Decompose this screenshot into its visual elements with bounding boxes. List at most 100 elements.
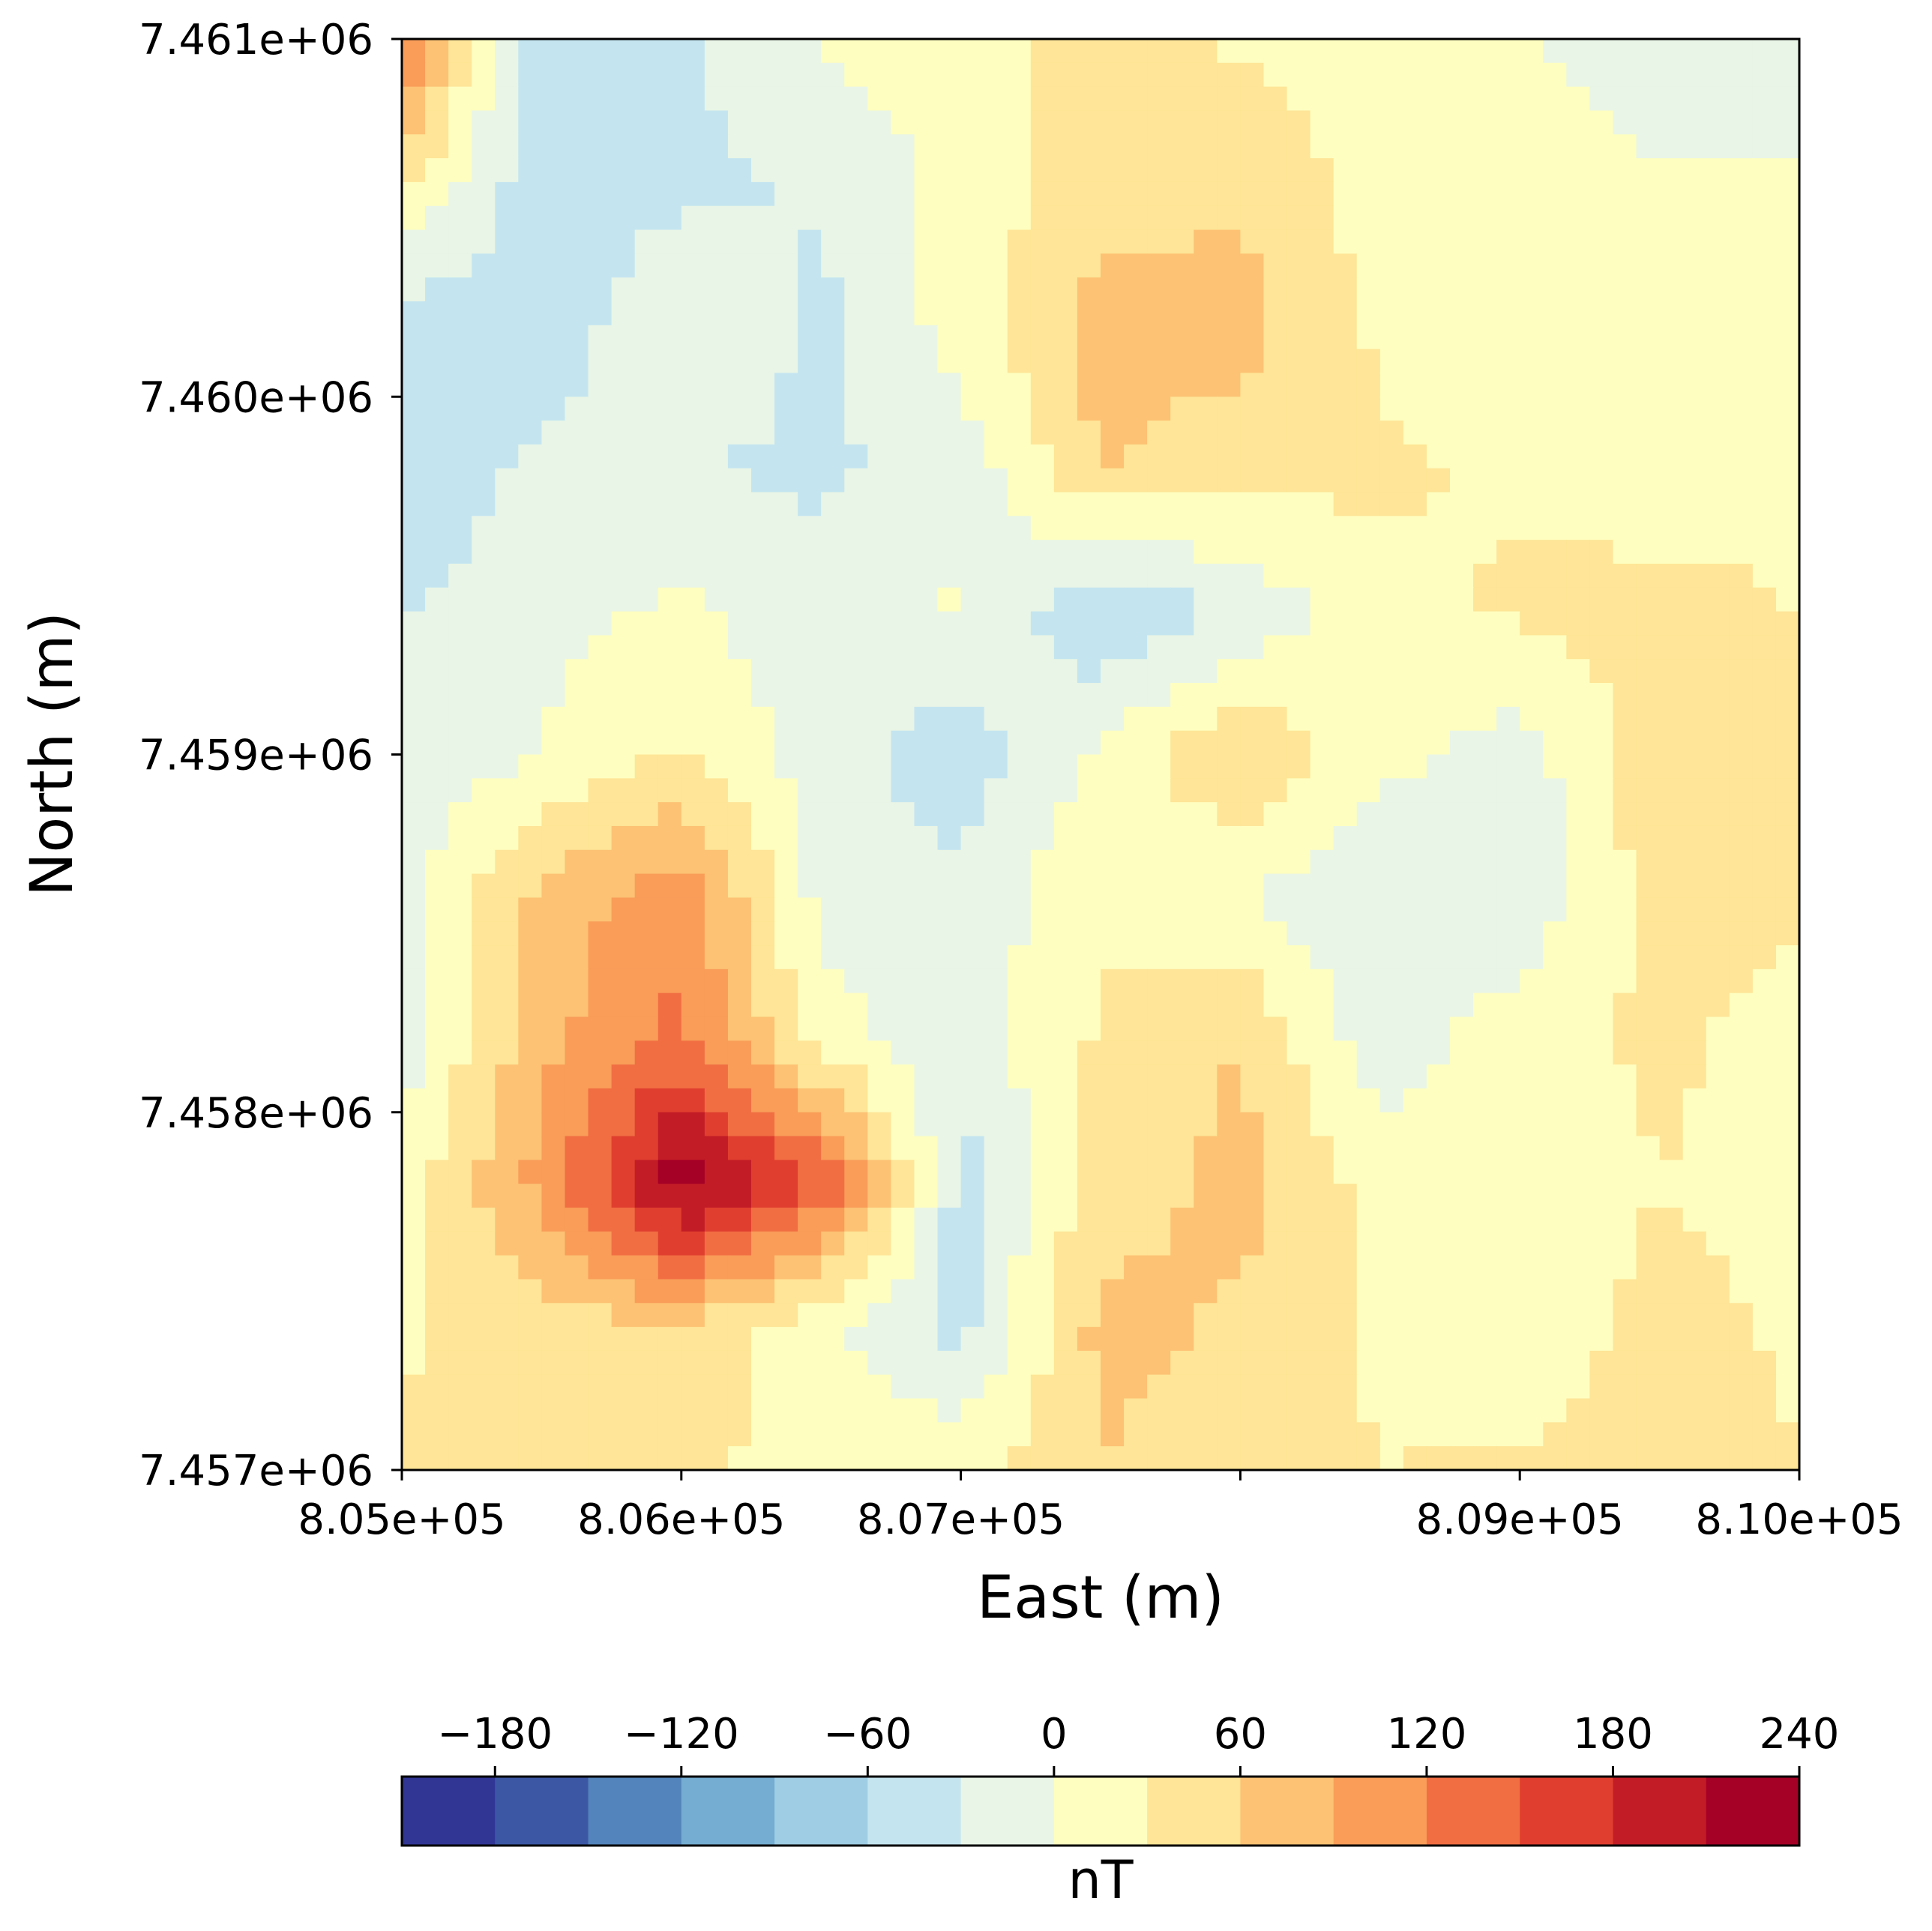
contour-cell [1520, 587, 1544, 612]
contour-cell [657, 516, 682, 540]
contour-cell [1077, 134, 1101, 159]
contour-cell [1333, 301, 1358, 326]
contour-cell [1659, 373, 1684, 398]
contour-cell [541, 397, 566, 421]
contour-cell [1426, 1184, 1451, 1208]
contour-cell [821, 1016, 846, 1042]
contour-cell [1333, 873, 1358, 899]
contour-cell [1124, 1136, 1148, 1161]
contour-cell [867, 1327, 892, 1352]
contour-cell [1752, 1446, 1777, 1470]
contour-cell [751, 611, 775, 636]
contour-cell [1379, 1327, 1404, 1352]
contour-cell [844, 1160, 869, 1184]
contour-cell [1287, 1231, 1311, 1256]
contour-cell [821, 1064, 846, 1089]
contour-cell [984, 373, 1008, 398]
contour-cell [1333, 158, 1358, 183]
contour-cell [1170, 873, 1195, 899]
contour-cell [1496, 897, 1520, 923]
contour-cell [1263, 397, 1288, 421]
contour-cell [1287, 730, 1311, 756]
colorbar-swatch [588, 1777, 682, 1846]
contour-cell [1473, 301, 1497, 326]
contour-cell [1566, 516, 1591, 540]
contour-cell [541, 1350, 566, 1376]
contour-cell [518, 1279, 543, 1304]
contour-cell [1496, 1327, 1520, 1352]
contour-cell [1566, 1279, 1591, 1304]
contour-cell [891, 1327, 915, 1352]
contour-cell [518, 325, 543, 350]
contour-cell [1473, 706, 1497, 732]
contour-cell [1775, 421, 1799, 445]
contour-cell [704, 754, 729, 780]
contour-cell [891, 1016, 915, 1042]
contour-cell [1403, 158, 1427, 183]
contour-cell [518, 373, 543, 398]
contour-cell [1729, 1303, 1754, 1328]
contour-cell [1240, 277, 1265, 302]
contour-cell [495, 1255, 520, 1280]
contour-cell [1613, 1136, 1637, 1161]
contour-cell [588, 110, 613, 136]
contour-cell [1124, 1231, 1148, 1256]
contour-cell [541, 373, 566, 398]
contour-cell [1101, 897, 1125, 923]
contour-cell [1403, 968, 1427, 994]
contour-cell [1426, 349, 1451, 374]
contour-cell [1030, 301, 1055, 326]
contour-cell [518, 86, 543, 112]
contour-cell [448, 277, 472, 302]
contour-cell [1287, 1016, 1311, 1042]
contour-cell [1077, 706, 1101, 732]
contour-cell [914, 1446, 939, 1470]
contour-cell [1007, 992, 1032, 1018]
contour-cell [727, 611, 752, 636]
contour-cell [1217, 1184, 1242, 1208]
contour-cell [727, 921, 752, 946]
contour-cell [774, 205, 798, 231]
contour-cell [1356, 277, 1381, 302]
contour-cell [821, 1374, 846, 1400]
contour-cell [1543, 1088, 1568, 1113]
contour-cell [1520, 444, 1544, 469]
contour-cell [774, 325, 798, 350]
contour-cell [914, 873, 939, 899]
contour-cell [1659, 992, 1684, 1018]
contour-cell [1287, 516, 1311, 540]
contour-cell [1752, 421, 1777, 445]
contour-cell [1752, 1112, 1777, 1137]
contour-cell [1217, 706, 1242, 732]
contour-cell [1566, 1184, 1591, 1208]
contour-cell [588, 1208, 613, 1232]
contour-cell [821, 683, 846, 708]
contour-cell [1752, 945, 1777, 970]
contour-cell [1450, 1040, 1474, 1065]
contour-cell [704, 635, 729, 660]
contour-cell [984, 587, 1008, 612]
contour-cell [1217, 635, 1242, 660]
contour-cell [448, 587, 472, 612]
contour-cell [1217, 802, 1242, 827]
contour-cell [1030, 62, 1055, 88]
contour-cell [1520, 992, 1544, 1018]
contour-cell [727, 444, 752, 469]
contour-cell [937, 849, 962, 875]
contour-cell [1147, 373, 1171, 398]
contour-cell [1030, 397, 1055, 421]
contour-cell [472, 897, 496, 923]
contour-cell [1007, 1303, 1032, 1328]
contour-cell [1333, 968, 1358, 994]
contour-cell [472, 1112, 496, 1137]
contour-cell [495, 277, 520, 302]
contour-cell [1147, 1064, 1171, 1089]
contour-cell [1426, 754, 1451, 780]
contour-cell [402, 134, 426, 159]
contour-cell [1240, 1327, 1265, 1352]
contour-cell [1356, 444, 1381, 469]
contour-cell [1263, 754, 1288, 780]
contour-cell [1101, 611, 1125, 636]
contour-cell [448, 754, 472, 780]
contour-cell [1217, 181, 1242, 207]
